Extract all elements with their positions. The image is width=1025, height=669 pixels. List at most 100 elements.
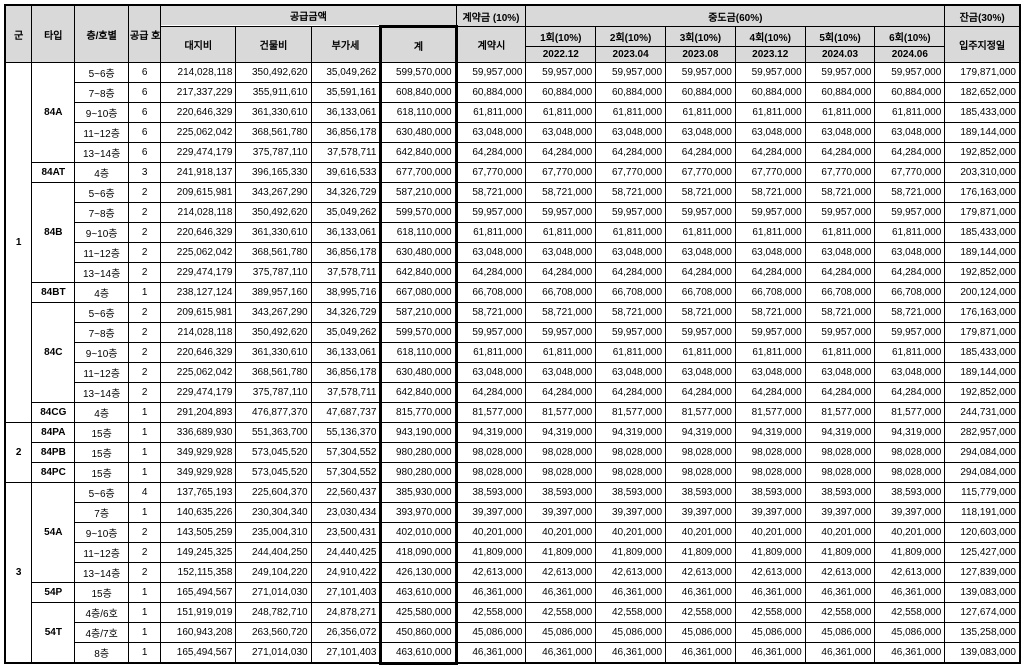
cell-interim: 59,957,000: [805, 323, 875, 343]
cell-floor: 15층: [75, 463, 129, 483]
cell-interim: 45,086,000: [875, 623, 945, 643]
cell-bld: 249,104,220: [236, 563, 311, 583]
cell-land: 229,474,179: [161, 143, 236, 163]
cell-interim: 58,721,000: [875, 303, 945, 323]
cell-interim: 45,086,000: [596, 623, 666, 643]
cell-floor: 4층/7호: [75, 623, 129, 643]
h-balance: 잔금(30%): [945, 5, 1020, 27]
cell-units: 6: [129, 83, 161, 103]
cell-units: 1: [129, 443, 161, 463]
cell-interim: 94,319,000: [526, 423, 596, 443]
cell-interim: 38,593,000: [735, 483, 805, 503]
table-row: 13~14층2229,474,179375,787,11037,578,7116…: [5, 383, 1020, 403]
cell-land: 349,929,928: [161, 443, 236, 463]
h-contract: 계약금 (10%): [456, 5, 526, 27]
cell-contract: 64,284,000: [456, 263, 526, 283]
cell-vat: 35,049,262: [311, 323, 381, 343]
cell-contract: 46,361,000: [456, 643, 526, 664]
cell-total: 630,480,000: [381, 243, 456, 263]
cell-land: 225,062,042: [161, 363, 236, 383]
cell-interim: 63,048,000: [875, 123, 945, 143]
cell-interim: 39,397,000: [875, 503, 945, 523]
cell-vat: 39,616,533: [311, 163, 381, 183]
h-contract-at: 계약시: [456, 27, 526, 63]
cell-balance: 127,674,000: [945, 603, 1020, 623]
cell-land: 241,918,137: [161, 163, 236, 183]
cell-interim: 64,284,000: [666, 383, 736, 403]
cell-type: 84A: [32, 63, 75, 163]
cell-interim: 59,957,000: [875, 323, 945, 343]
table-row: 13~14층6229,474,179375,787,11037,578,7116…: [5, 143, 1020, 163]
cell-interim: 98,028,000: [875, 463, 945, 483]
cell-interim: 59,957,000: [526, 323, 596, 343]
cell-interim: 63,048,000: [526, 123, 596, 143]
cell-interim: 39,397,000: [596, 503, 666, 523]
cell-balance: 192,852,000: [945, 143, 1020, 163]
cell-balance: 139,083,000: [945, 583, 1020, 603]
cell-total: 463,610,000: [381, 643, 456, 664]
cell-interim: 64,284,000: [526, 143, 596, 163]
cell-contract: 98,028,000: [456, 463, 526, 483]
cell-balance: 118,191,000: [945, 503, 1020, 523]
cell-interim: 61,811,000: [666, 223, 736, 243]
cell-units: 2: [129, 563, 161, 583]
cell-contract: 42,613,000: [456, 563, 526, 583]
cell-interim: 64,284,000: [526, 263, 596, 283]
cell-bld: 573,045,520: [236, 463, 311, 483]
cell-interim: 64,284,000: [875, 383, 945, 403]
h-type: 타입: [32, 5, 75, 63]
cell-vat: 36,856,178: [311, 243, 381, 263]
cell-bld: 248,782,710: [236, 603, 311, 623]
cell-interim: 40,201,000: [666, 523, 736, 543]
cell-contract: 60,884,000: [456, 83, 526, 103]
cell-floor: 11~12층: [75, 243, 129, 263]
cell-interim: 46,361,000: [596, 643, 666, 664]
cell-contract: 59,957,000: [456, 63, 526, 83]
cell-interim: 61,811,000: [875, 343, 945, 363]
cell-floor: 13~14층: [75, 383, 129, 403]
cell-interim: 42,558,000: [666, 603, 736, 623]
cell-interim: 39,397,000: [526, 503, 596, 523]
cell-bld: 573,045,520: [236, 443, 311, 463]
cell-land: 140,635,226: [161, 503, 236, 523]
cell-interim: 46,361,000: [596, 583, 666, 603]
cell-total: 599,570,000: [381, 63, 456, 83]
cell-floor: 5~6층: [75, 483, 129, 503]
cell-interim: 60,884,000: [805, 83, 875, 103]
cell-land: 209,615,981: [161, 183, 236, 203]
cell-units: 2: [129, 203, 161, 223]
cell-contract: 63,048,000: [456, 363, 526, 383]
cell-type: 84PC: [32, 463, 75, 483]
table-header: 군 타입 층/호별 공급 호실 공급금액 계약금 (10%) 중도금(60%) …: [5, 5, 1020, 63]
cell-interim: 58,721,000: [526, 183, 596, 203]
cell-balance: 115,779,000: [945, 483, 1020, 503]
cell-interim: 63,048,000: [666, 243, 736, 263]
cell-interim: 42,558,000: [875, 603, 945, 623]
cell-interim: 61,811,000: [526, 343, 596, 363]
table-row: 11~12층2225,062,042368,561,78036,856,1786…: [5, 363, 1020, 383]
cell-balance: 176,163,000: [945, 183, 1020, 203]
table-row: 7~8층2214,028,118350,492,62035,049,262599…: [5, 323, 1020, 343]
cell-interim: 46,361,000: [666, 643, 736, 664]
cell-interim: 46,361,000: [526, 583, 596, 603]
cell-interim: 45,086,000: [735, 623, 805, 643]
cell-units: 1: [129, 503, 161, 523]
cell-floor: 9~10층: [75, 103, 129, 123]
cell-balance: 192,852,000: [945, 383, 1020, 403]
cell-total: 667,080,000: [381, 283, 456, 303]
cell-type: 84C: [32, 303, 75, 403]
cell-units: 1: [129, 403, 161, 423]
cell-interim: 59,957,000: [875, 203, 945, 223]
cell-interim: 58,721,000: [735, 303, 805, 323]
h-land: 대지비: [161, 27, 236, 63]
cell-floor: 5~6층: [75, 183, 129, 203]
cell-interim: 39,397,000: [735, 503, 805, 523]
cell-land: 217,337,229: [161, 83, 236, 103]
cell-floor: 13~14층: [75, 143, 129, 163]
h-i5: 5회(10%): [805, 27, 875, 47]
cell-vat: 36,133,061: [311, 103, 381, 123]
cell-land: 291,204,893: [161, 403, 236, 423]
cell-land: 238,127,124: [161, 283, 236, 303]
cell-interim: 63,048,000: [875, 243, 945, 263]
cell-interim: 64,284,000: [735, 143, 805, 163]
